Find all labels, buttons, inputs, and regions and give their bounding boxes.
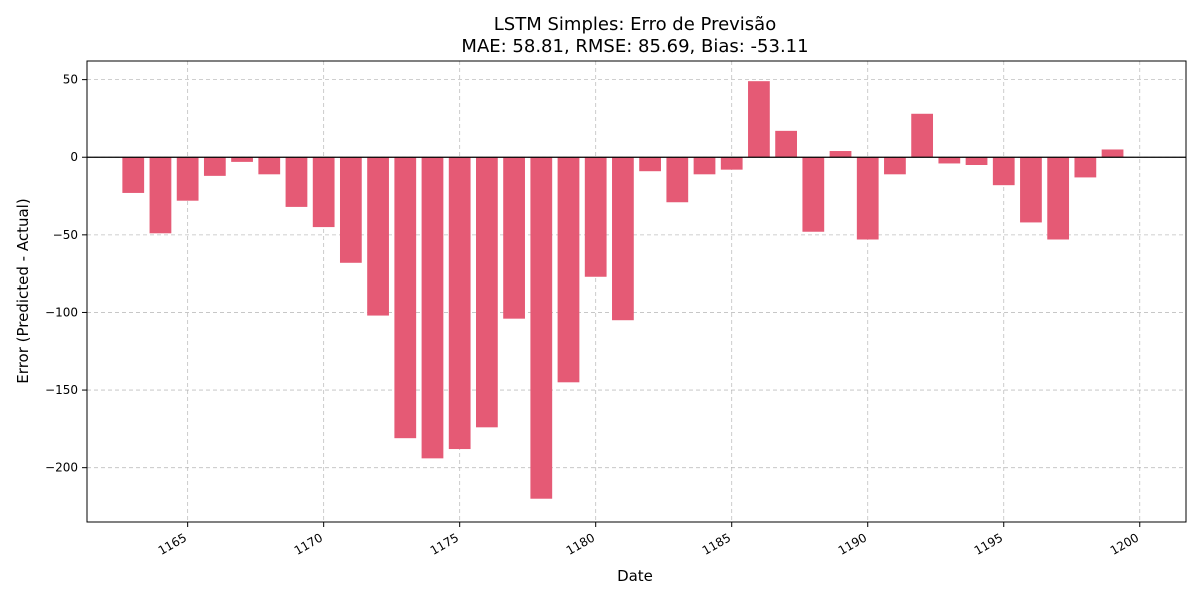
bar <box>666 157 689 203</box>
chart-title: LSTM Simples: Erro de Previsão <box>494 14 776 35</box>
y-tick-label: 50 <box>63 73 78 87</box>
bar <box>992 157 1015 186</box>
x-tick-label: 1180 <box>564 530 597 557</box>
grid-lines <box>87 61 1186 522</box>
bar <box>312 157 335 228</box>
bar <box>476 157 498 428</box>
bar <box>176 157 199 201</box>
bar <box>748 81 770 158</box>
bar <box>339 157 362 263</box>
y-tick-label: −50 <box>53 228 78 242</box>
y-axis-label: Error (Predicted - Actual) <box>14 198 32 383</box>
bar <box>856 157 879 240</box>
y-tick-label: −150 <box>45 383 78 397</box>
bar <box>884 157 906 175</box>
bar <box>720 157 743 170</box>
bars <box>122 81 1124 499</box>
bar <box>367 157 389 316</box>
y-tick-label: −200 <box>45 461 78 475</box>
bar <box>149 157 172 234</box>
x-tick-label: 1165 <box>156 530 189 557</box>
bar <box>802 157 825 232</box>
x-tick-label: 1175 <box>428 530 461 557</box>
bar <box>285 157 308 207</box>
x-tick-label: 1185 <box>700 530 733 557</box>
x-tick-label: 1195 <box>972 530 1005 557</box>
x-tick-label: 1190 <box>836 530 869 557</box>
x-tick-label: 1170 <box>292 530 325 557</box>
x-axis-label: Date <box>617 567 653 585</box>
bar <box>557 157 580 383</box>
bar <box>775 130 797 158</box>
bar <box>829 151 852 158</box>
bar <box>231 157 253 162</box>
bar <box>258 157 281 175</box>
bar <box>965 157 988 165</box>
bar <box>1020 157 1042 223</box>
bar <box>1047 157 1070 240</box>
x-tick-label: 1200 <box>1108 530 1141 557</box>
bar <box>530 157 553 499</box>
bar <box>394 157 417 439</box>
bar <box>421 157 444 459</box>
bar <box>584 157 607 277</box>
bar <box>448 157 471 450</box>
bar <box>122 157 145 193</box>
y-axis-ticks: 50 0 −50 −100 −150 −200 <box>45 73 87 475</box>
y-tick-label: −100 <box>45 305 78 319</box>
y-tick-label: 0 <box>70 150 78 164</box>
bar <box>1101 149 1124 158</box>
bar <box>203 157 226 176</box>
bar <box>693 157 716 175</box>
bar <box>639 157 661 172</box>
bar <box>503 157 525 319</box>
bar <box>1074 157 1097 178</box>
bar <box>911 113 934 158</box>
x-axis-ticks: 1165 1170 1175 1180 1185 1190 1195 1200 <box>156 522 1141 558</box>
chart-subtitle: MAE: 58.81, RMSE: 85.69, Bias: -53.11 <box>461 36 808 57</box>
bar <box>612 157 634 321</box>
plot-area-frame <box>86 60 1187 523</box>
bar <box>938 157 961 164</box>
